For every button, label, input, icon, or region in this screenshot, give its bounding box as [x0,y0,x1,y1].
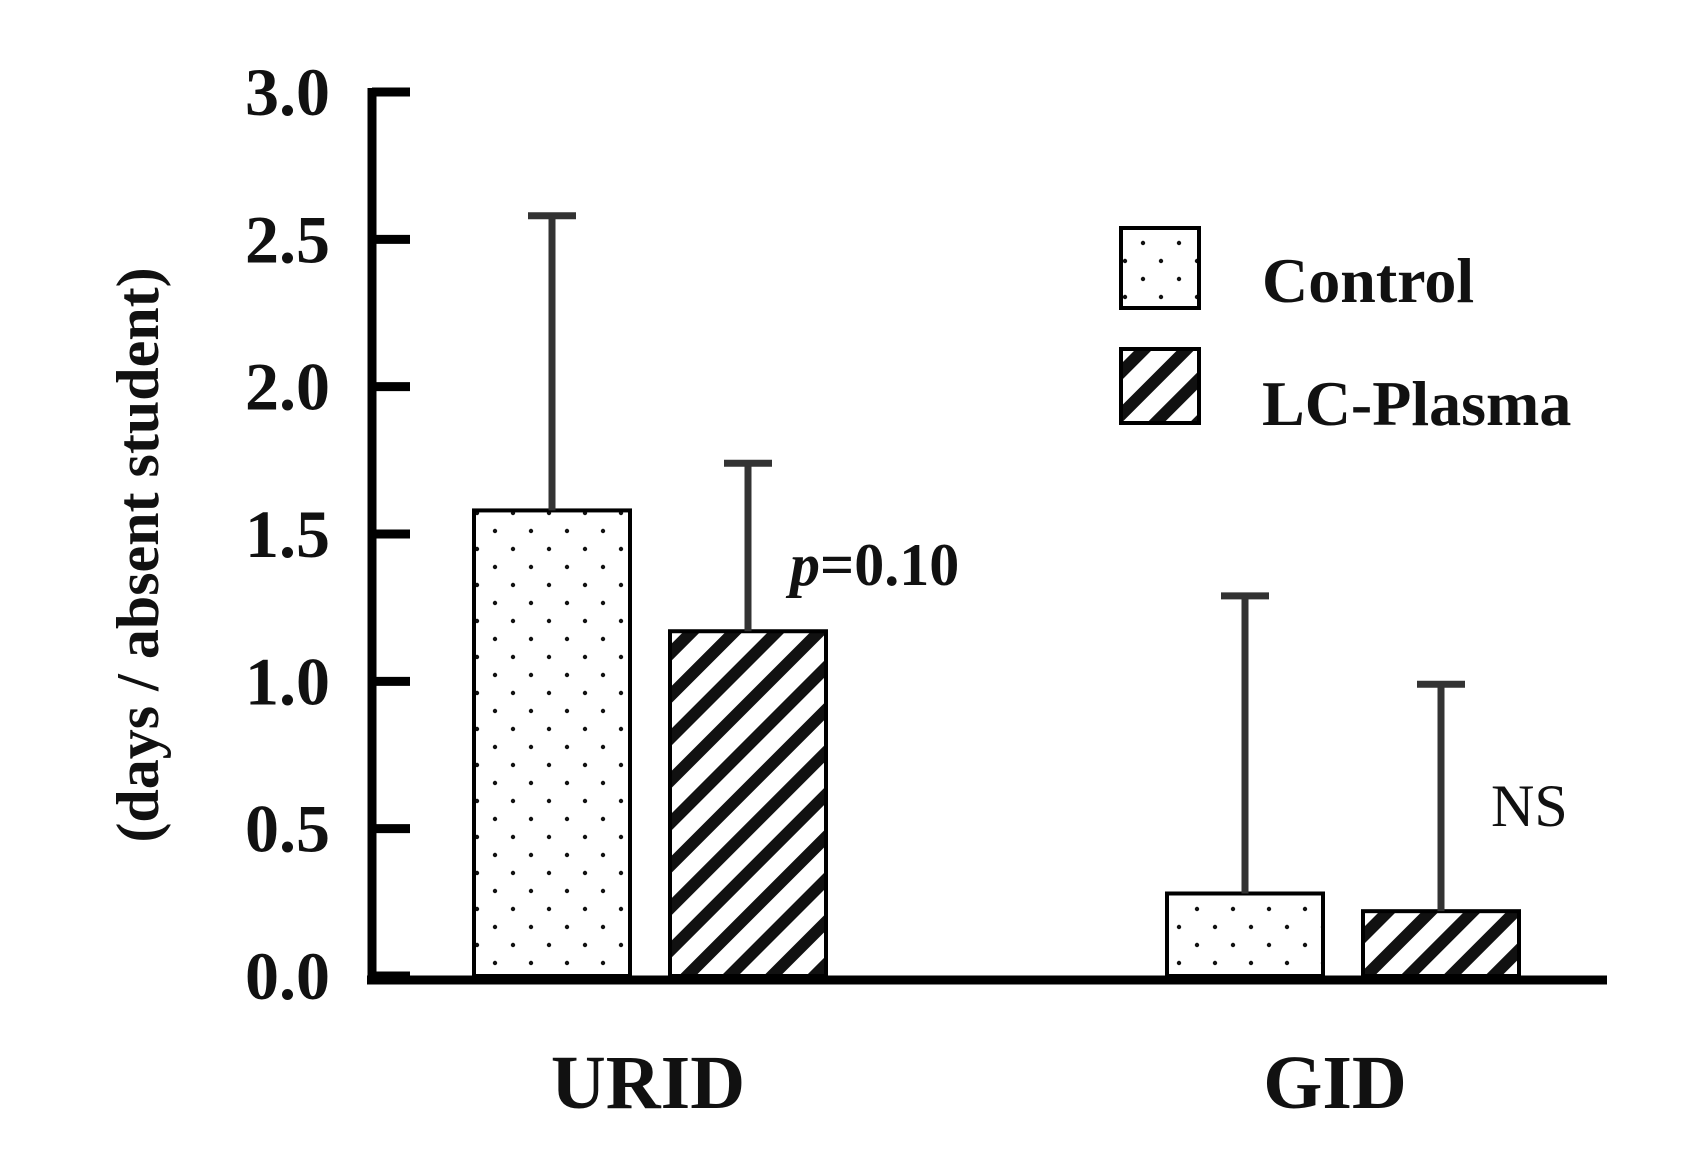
annotation-urid-p-value: p=0.10 [785,532,959,598]
annotation-urid-p-symbol: p [785,532,820,598]
y-tick-label: 0.5 [245,791,330,867]
category-label-urid: URID [551,1041,745,1125]
y-ticks: 0.0 0.5 1.0 1.5 2.0 2.5 3.0 [245,54,410,1014]
y-tick-label: 1.5 [245,496,330,572]
y-axis-title: (days / absent student) [105,267,171,842]
bar-gid-lc-plasma [1361,909,1521,979]
legend-swatch-control [1119,226,1201,310]
y-tick-label: 0.0 [245,938,330,1014]
y-tick-label: 2.5 [245,201,330,277]
bars-layer [472,508,1521,979]
y-tick-label: 3.0 [245,54,330,130]
bar-gid-control [1165,891,1325,979]
legend-swatch-lc-plasma [1119,347,1201,425]
error-bars-layer [528,212,1465,912]
legend: Control LC-Plasma [1119,226,1571,439]
annotation-gid-ns: NS [1491,773,1568,839]
y-tick-label: 2.0 [245,349,330,425]
category-label-gid: GID [1263,1041,1407,1125]
legend-label-control: Control [1262,245,1474,316]
y-tick-label: 1.0 [245,643,330,719]
annotation-urid-p-number: =0.10 [820,532,959,598]
bar-urid-control [472,508,632,978]
bar-urid-lc-plasma [668,629,828,978]
legend-label-lc-plasma: LC-Plasma [1262,368,1571,439]
